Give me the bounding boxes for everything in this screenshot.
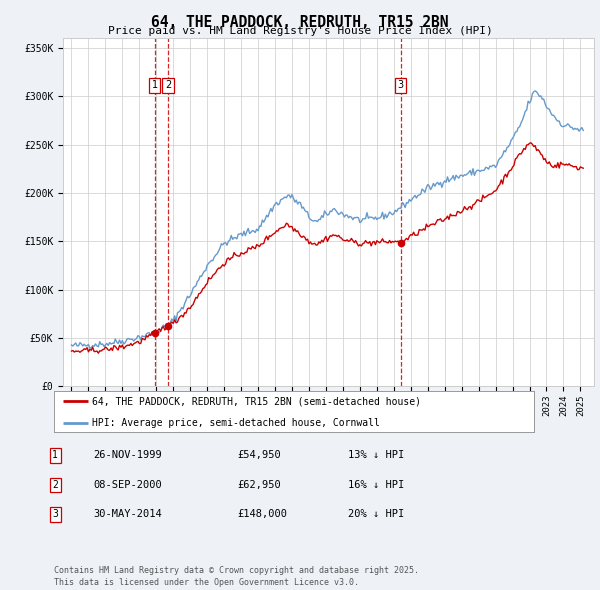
Text: 3: 3 bbox=[398, 80, 404, 90]
Text: 08-SEP-2000: 08-SEP-2000 bbox=[93, 480, 162, 490]
Text: HPI: Average price, semi-detached house, Cornwall: HPI: Average price, semi-detached house,… bbox=[92, 418, 380, 428]
Text: 20% ↓ HPI: 20% ↓ HPI bbox=[348, 510, 404, 519]
Text: £62,950: £62,950 bbox=[237, 480, 281, 490]
Text: Price paid vs. HM Land Registry's House Price Index (HPI): Price paid vs. HM Land Registry's House … bbox=[107, 26, 493, 36]
Text: £148,000: £148,000 bbox=[237, 510, 287, 519]
Text: 13% ↓ HPI: 13% ↓ HPI bbox=[348, 451, 404, 460]
Text: 26-NOV-1999: 26-NOV-1999 bbox=[93, 451, 162, 460]
Text: 2: 2 bbox=[165, 80, 171, 90]
Text: 64, THE PADDOCK, REDRUTH, TR15 2BN (semi-detached house): 64, THE PADDOCK, REDRUTH, TR15 2BN (semi… bbox=[92, 396, 421, 407]
Text: Contains HM Land Registry data © Crown copyright and database right 2025.
This d: Contains HM Land Registry data © Crown c… bbox=[54, 566, 419, 587]
Text: 1: 1 bbox=[52, 451, 58, 460]
Text: 30-MAY-2014: 30-MAY-2014 bbox=[93, 510, 162, 519]
Text: 2: 2 bbox=[52, 480, 58, 490]
Text: 1: 1 bbox=[152, 80, 158, 90]
Text: 64, THE PADDOCK, REDRUTH, TR15 2BN: 64, THE PADDOCK, REDRUTH, TR15 2BN bbox=[151, 15, 449, 30]
Text: 3: 3 bbox=[52, 510, 58, 519]
Text: £54,950: £54,950 bbox=[237, 451, 281, 460]
Text: 16% ↓ HPI: 16% ↓ HPI bbox=[348, 480, 404, 490]
